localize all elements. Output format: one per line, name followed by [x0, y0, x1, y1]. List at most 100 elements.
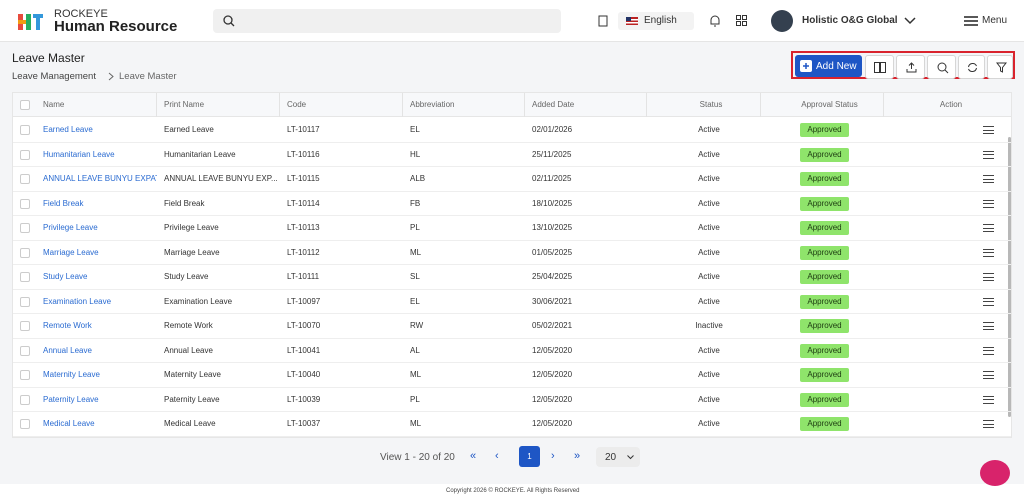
search-box[interactable]	[213, 9, 561, 33]
last-page[interactable]: »	[574, 450, 581, 462]
row-checkbox[interactable]	[20, 149, 30, 160]
status: Active	[698, 125, 720, 134]
row-checkbox[interactable]	[20, 345, 30, 356]
page-size-select[interactable]: 20	[596, 447, 640, 467]
action-menu[interactable]	[983, 175, 994, 183]
column-header: Action	[939, 100, 963, 109]
code: LT-10113	[287, 223, 320, 232]
action-menu[interactable]	[983, 126, 994, 134]
print-name: Maternity Leave	[164, 370, 221, 379]
name-link[interactable]: Maternity Leave	[43, 370, 100, 379]
columns-button[interactable]	[865, 55, 894, 79]
scrollbar[interactable]	[1008, 137, 1011, 417]
menu-icon[interactable]	[964, 16, 978, 26]
action-menu[interactable]	[983, 346, 994, 355]
header-checkbox[interactable]	[20, 100, 30, 110]
row-checkbox[interactable]	[20, 272, 30, 282]
added-date: 13/10/2025	[532, 223, 573, 232]
name-link[interactable]: Humanitarian Leave	[43, 149, 115, 159]
added-date: 05/02/2021	[532, 321, 573, 330]
status: Active	[698, 370, 720, 379]
name-link[interactable]: Annual Leave	[43, 345, 92, 355]
action-menu[interactable]	[983, 273, 994, 281]
code: LT-10070	[287, 321, 321, 330]
chat-widget[interactable]	[980, 460, 1010, 486]
first-page[interactable]: «	[470, 450, 477, 462]
name-link[interactable]: Remote Work	[43, 321, 92, 330]
abbreviation: SL	[410, 272, 420, 281]
name-link[interactable]: Marriage Leave	[43, 247, 99, 257]
name-link[interactable]: Privilege Leave	[43, 223, 98, 232]
column-header[interactable]: Name	[43, 100, 65, 109]
name-link[interactable]: Examination Leave	[43, 296, 112, 306]
row-checkbox[interactable]	[20, 321, 30, 331]
next-page[interactable]: ›	[551, 450, 555, 462]
user-name[interactable]: Holistic O&G Global	[802, 15, 898, 26]
brand-bottom: Human Resource	[54, 18, 178, 35]
print-name: Paternity Leave	[164, 394, 220, 404]
filter-button[interactable]	[987, 55, 1013, 79]
bell-icon[interactable]	[709, 14, 721, 27]
action-menu-middle	[983, 276, 994, 278]
refresh-button[interactable]	[958, 55, 985, 79]
name-link[interactable]: Study Leave	[43, 272, 88, 281]
menu-label[interactable]: Menu	[982, 15, 1008, 26]
pagination-summary: View 1 - 20 of 20	[380, 452, 455, 463]
abbreviation: AL	[410, 345, 420, 355]
approval-badge: Approved	[800, 294, 849, 309]
add-new-button[interactable]: Add New	[795, 55, 862, 77]
print-name: Privilege Leave	[164, 223, 219, 232]
column-header: Status	[699, 100, 723, 109]
row-checkbox[interactable]	[20, 296, 30, 307]
avatar[interactable]	[771, 10, 793, 32]
column-divider	[279, 93, 280, 117]
breadcrumb-item[interactable]: Leave Management	[12, 71, 96, 82]
logo	[18, 14, 43, 30]
export-button[interactable]	[896, 55, 925, 79]
action-menu[interactable]	[983, 224, 994, 232]
bookmark-icon[interactable]	[598, 15, 608, 27]
row-checkbox[interactable]	[20, 247, 30, 258]
print-name: Field Break	[164, 198, 205, 208]
data-table: Name Print Name Code Abbreviation Added Date…	[12, 92, 1012, 438]
apps-icon[interactable]	[736, 15, 747, 26]
action-menu[interactable]	[983, 322, 994, 330]
search-button[interactable]	[927, 55, 956, 79]
action-menu[interactable]	[983, 395, 994, 404]
row-checkbox[interactable]	[20, 198, 30, 209]
action-menu-middle	[983, 399, 994, 401]
code: LT-10037	[287, 419, 321, 428]
abbreviation: FB	[410, 198, 421, 208]
status: Inactive	[695, 321, 723, 330]
name-link[interactable]: Field Break	[43, 198, 84, 208]
action-menu[interactable]	[983, 150, 994, 159]
action-menu[interactable]	[983, 297, 994, 306]
current-page[interactable]: 1	[519, 446, 540, 467]
code: LT-10112	[287, 247, 320, 257]
row-checkbox[interactable]	[20, 419, 30, 429]
column-header: Approval Status	[801, 100, 858, 109]
action-menu[interactable]	[983, 199, 994, 208]
row-checkbox[interactable]	[20, 394, 30, 405]
row-checkbox[interactable]	[20, 174, 30, 184]
column-divider	[402, 93, 403, 117]
row-checkbox[interactable]	[20, 370, 30, 380]
header: ROCKEYE Human Resource English Holistic …	[0, 0, 1024, 42]
user-dropdown[interactable]	[904, 17, 916, 25]
name-link[interactable]: Paternity Leave	[43, 394, 99, 404]
name-link[interactable]: Medical Leave	[43, 419, 95, 428]
action-menu[interactable]	[983, 248, 994, 257]
copyright: Copyright 2026 © ROCKEYE. All Rights Res…	[446, 488, 580, 494]
abbreviation: ML	[410, 370, 422, 379]
table-row	[13, 143, 1011, 167]
action-menu-middle	[983, 325, 994, 327]
action-menu[interactable]	[983, 420, 994, 428]
name-link[interactable]: ANNUAL LEAVE BUNYU EXPAT	[43, 174, 157, 183]
prev-page[interactable]: ‹	[495, 450, 499, 462]
name-link[interactable]: Earned Leave	[43, 125, 93, 134]
row-checkbox[interactable]	[20, 125, 30, 135]
language-select[interactable]: English	[618, 12, 694, 30]
row-checkbox[interactable]	[20, 223, 30, 233]
action-menu[interactable]	[983, 371, 994, 379]
status: Active	[698, 345, 720, 355]
